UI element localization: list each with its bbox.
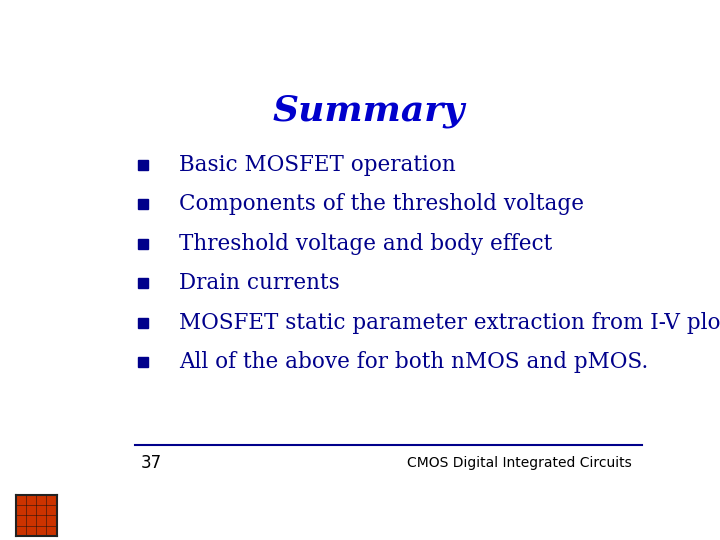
- Text: CMOS Digital Integrated Circuits: CMOS Digital Integrated Circuits: [407, 456, 631, 470]
- Text: 37: 37: [140, 454, 161, 472]
- Text: MOSFET static parameter extraction from I-V plots: MOSFET static parameter extraction from …: [179, 312, 720, 334]
- Text: All of the above for both nMOS and pMOS.: All of the above for both nMOS and pMOS.: [179, 351, 649, 373]
- Text: Basic MOSFET operation: Basic MOSFET operation: [179, 153, 456, 176]
- Text: Threshold voltage and body effect: Threshold voltage and body effect: [179, 233, 552, 254]
- Text: Drain currents: Drain currents: [179, 272, 340, 294]
- Text: Components of the threshold voltage: Components of the threshold voltage: [179, 193, 585, 215]
- Text: Summary: Summary: [273, 94, 465, 128]
